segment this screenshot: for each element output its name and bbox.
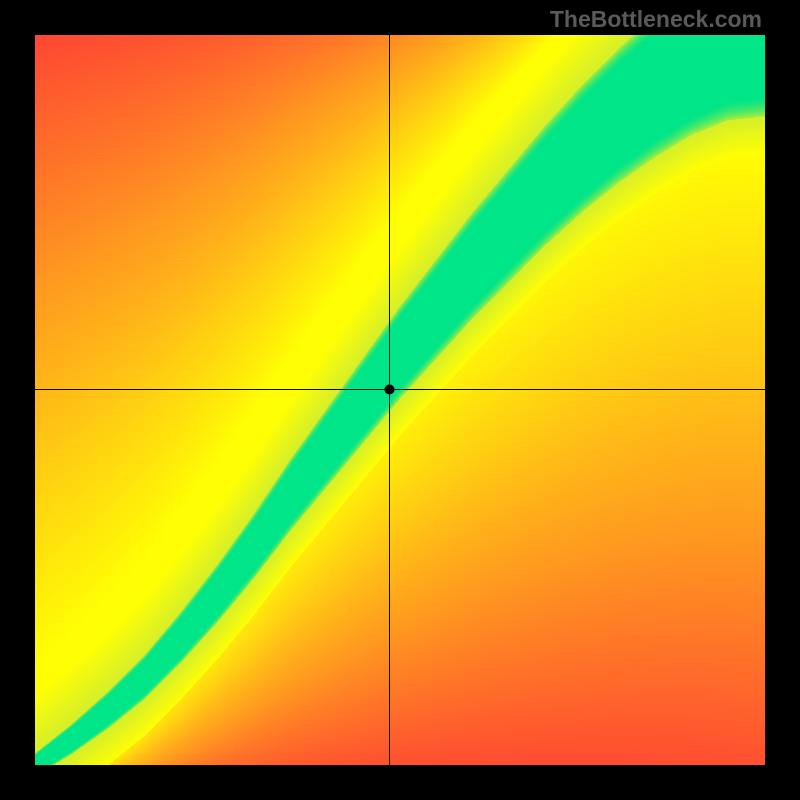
chart-container: TheBottleneck.com [0, 0, 800, 800]
watermark-text: TheBottleneck.com [550, 6, 762, 33]
bottleneck-heatmap [35, 35, 765, 765]
